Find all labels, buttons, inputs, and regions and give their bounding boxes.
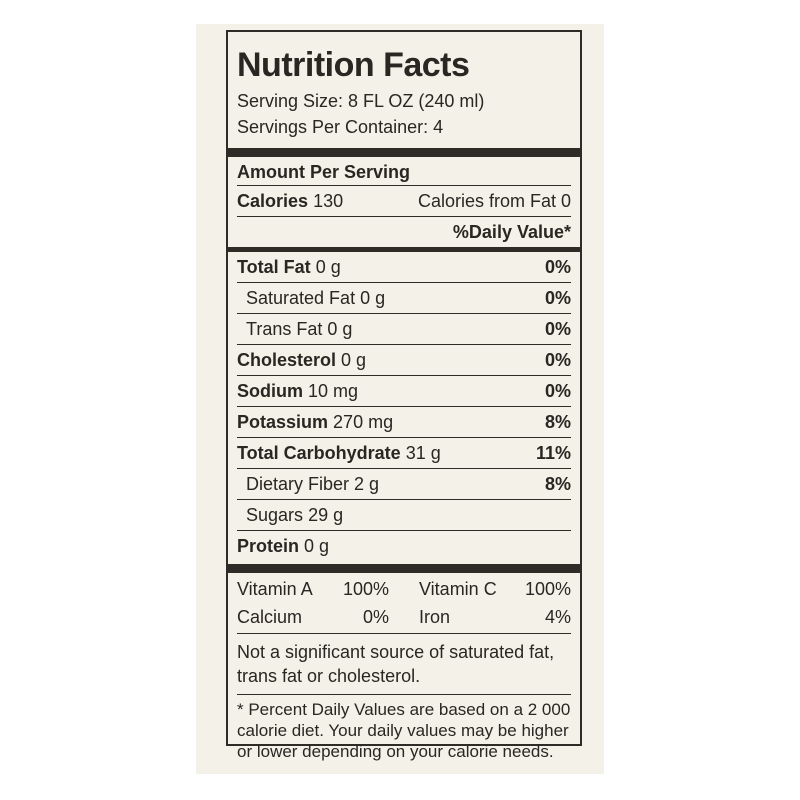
nutrient-amount: 31 g bbox=[405, 443, 441, 463]
nutrient-dv: 0% bbox=[544, 257, 571, 277]
nutrient-amount: 0 g bbox=[327, 319, 353, 339]
nutrient-row-sugars: Sugars 29 g bbox=[237, 500, 571, 530]
nutrient-name: Dietary Fiber bbox=[246, 474, 350, 494]
nutrient-dv: 0% bbox=[544, 288, 571, 308]
servings-per-container: Servings Per Container: 4 bbox=[237, 117, 444, 137]
divider bbox=[237, 499, 571, 500]
nutrient-amount: 0 g bbox=[315, 257, 341, 277]
serving-size: Serving Size: 8 FL OZ (240 ml) bbox=[237, 91, 485, 111]
nutrient-row-trans-fat: Trans Fat 0 g 0% bbox=[237, 314, 571, 344]
nutrient-row-total-carbohydrate: Total Carbohydrate 31 g 11% bbox=[237, 438, 571, 468]
nutrient-name: Total Fat bbox=[237, 257, 311, 277]
nutrient-name: Sugars bbox=[246, 505, 304, 525]
vitamin-dv: 4% bbox=[544, 607, 571, 627]
nutrient-dv: 0% bbox=[544, 350, 571, 370]
nutrient-row-total-fat: Total Fat 0 g 0% bbox=[237, 252, 571, 282]
nutrient-amount: 10 mg bbox=[308, 381, 359, 401]
nutrient-name: Sodium bbox=[237, 381, 303, 401]
amount-per-serving: Amount Per Serving bbox=[237, 162, 411, 182]
divider bbox=[237, 468, 571, 469]
nutrient-amount: 270 mg bbox=[333, 412, 394, 432]
divider bbox=[237, 694, 571, 695]
vitamin-name: Vitamin C bbox=[419, 579, 497, 599]
nutrient-amount: 0 g bbox=[360, 288, 386, 308]
divider bbox=[237, 633, 571, 634]
vitamin-name: Iron bbox=[419, 607, 451, 627]
nutrient-name: Protein bbox=[237, 536, 300, 556]
calories-from-fat: Calories from Fat 0 bbox=[417, 191, 571, 211]
nutrition-facts-panel: Nutrition Facts Serving Size: 8 FL OZ (2… bbox=[226, 30, 582, 761]
vitamin-name: Vitamin A bbox=[237, 579, 313, 599]
nutrient-name: Total Carbohydrate bbox=[237, 443, 401, 463]
vitamin-name: Calcium bbox=[237, 607, 303, 627]
thick-divider bbox=[228, 564, 580, 573]
nutrient-amount: 29 g bbox=[308, 505, 344, 525]
nutrient-dv: 0% bbox=[544, 319, 571, 339]
nutrient-row-sodium: Sodium 10 mg 0% bbox=[237, 376, 571, 406]
divider bbox=[237, 530, 571, 531]
nutrient-amount: 0 g bbox=[341, 350, 367, 370]
vitamin-dv: 0% bbox=[362, 607, 389, 627]
nutrient-amount: 0 g bbox=[304, 536, 330, 556]
vitamin-dv: 100% bbox=[342, 579, 389, 599]
divider bbox=[237, 375, 571, 376]
nutrient-name: Potassium bbox=[237, 412, 329, 432]
nutrient-row-potassium: Potassium 270 mg 8% bbox=[237, 407, 571, 437]
daily-value-footnote: * Percent Daily Values are based on a 2 … bbox=[237, 700, 571, 761]
calories-value: 130 bbox=[313, 191, 344, 211]
calories-row: Calories 130 Calories from Fat 0 bbox=[237, 186, 571, 216]
nutrient-name: Saturated Fat bbox=[246, 288, 356, 308]
nutrient-name: Trans Fat bbox=[246, 319, 323, 339]
disclaimer-note: Not a significant source of saturated fa… bbox=[237, 642, 555, 686]
vitamin-dv: 100% bbox=[524, 579, 571, 599]
label-title: Nutrition Facts bbox=[237, 46, 470, 84]
divider bbox=[237, 185, 571, 186]
nutrient-dv: 8% bbox=[544, 474, 571, 494]
nutrient-row-cholesterol: Cholesterol 0 g 0% bbox=[237, 345, 571, 375]
nutrient-dv: 0% bbox=[544, 381, 571, 401]
nutrient-dv: 11% bbox=[535, 443, 571, 463]
nutrient-row-dietary-fiber: Dietary Fiber 2 g 8% bbox=[237, 469, 571, 499]
vitamin-row: Vitamin A 100% Vitamin C 100% bbox=[237, 575, 571, 603]
nutrient-name: Cholesterol bbox=[237, 350, 337, 370]
divider bbox=[237, 216, 571, 217]
medium-divider bbox=[228, 247, 580, 252]
divider bbox=[237, 282, 571, 283]
daily-value-header: %Daily Value* bbox=[452, 222, 571, 242]
calories-label: Calories bbox=[237, 191, 309, 211]
nutrient-amount: 2 g bbox=[354, 474, 380, 494]
vitamin-row: Calcium 0% Iron 4% bbox=[237, 603, 571, 631]
divider bbox=[237, 406, 571, 407]
divider bbox=[237, 344, 571, 345]
thick-divider bbox=[228, 148, 580, 157]
nutrient-dv: 8% bbox=[544, 412, 571, 432]
divider bbox=[237, 313, 571, 314]
divider bbox=[237, 437, 571, 438]
nutrient-row-saturated-fat: Saturated Fat 0 g 0% bbox=[237, 283, 571, 313]
nutrient-row-protein: Protein 0 g bbox=[237, 531, 571, 561]
